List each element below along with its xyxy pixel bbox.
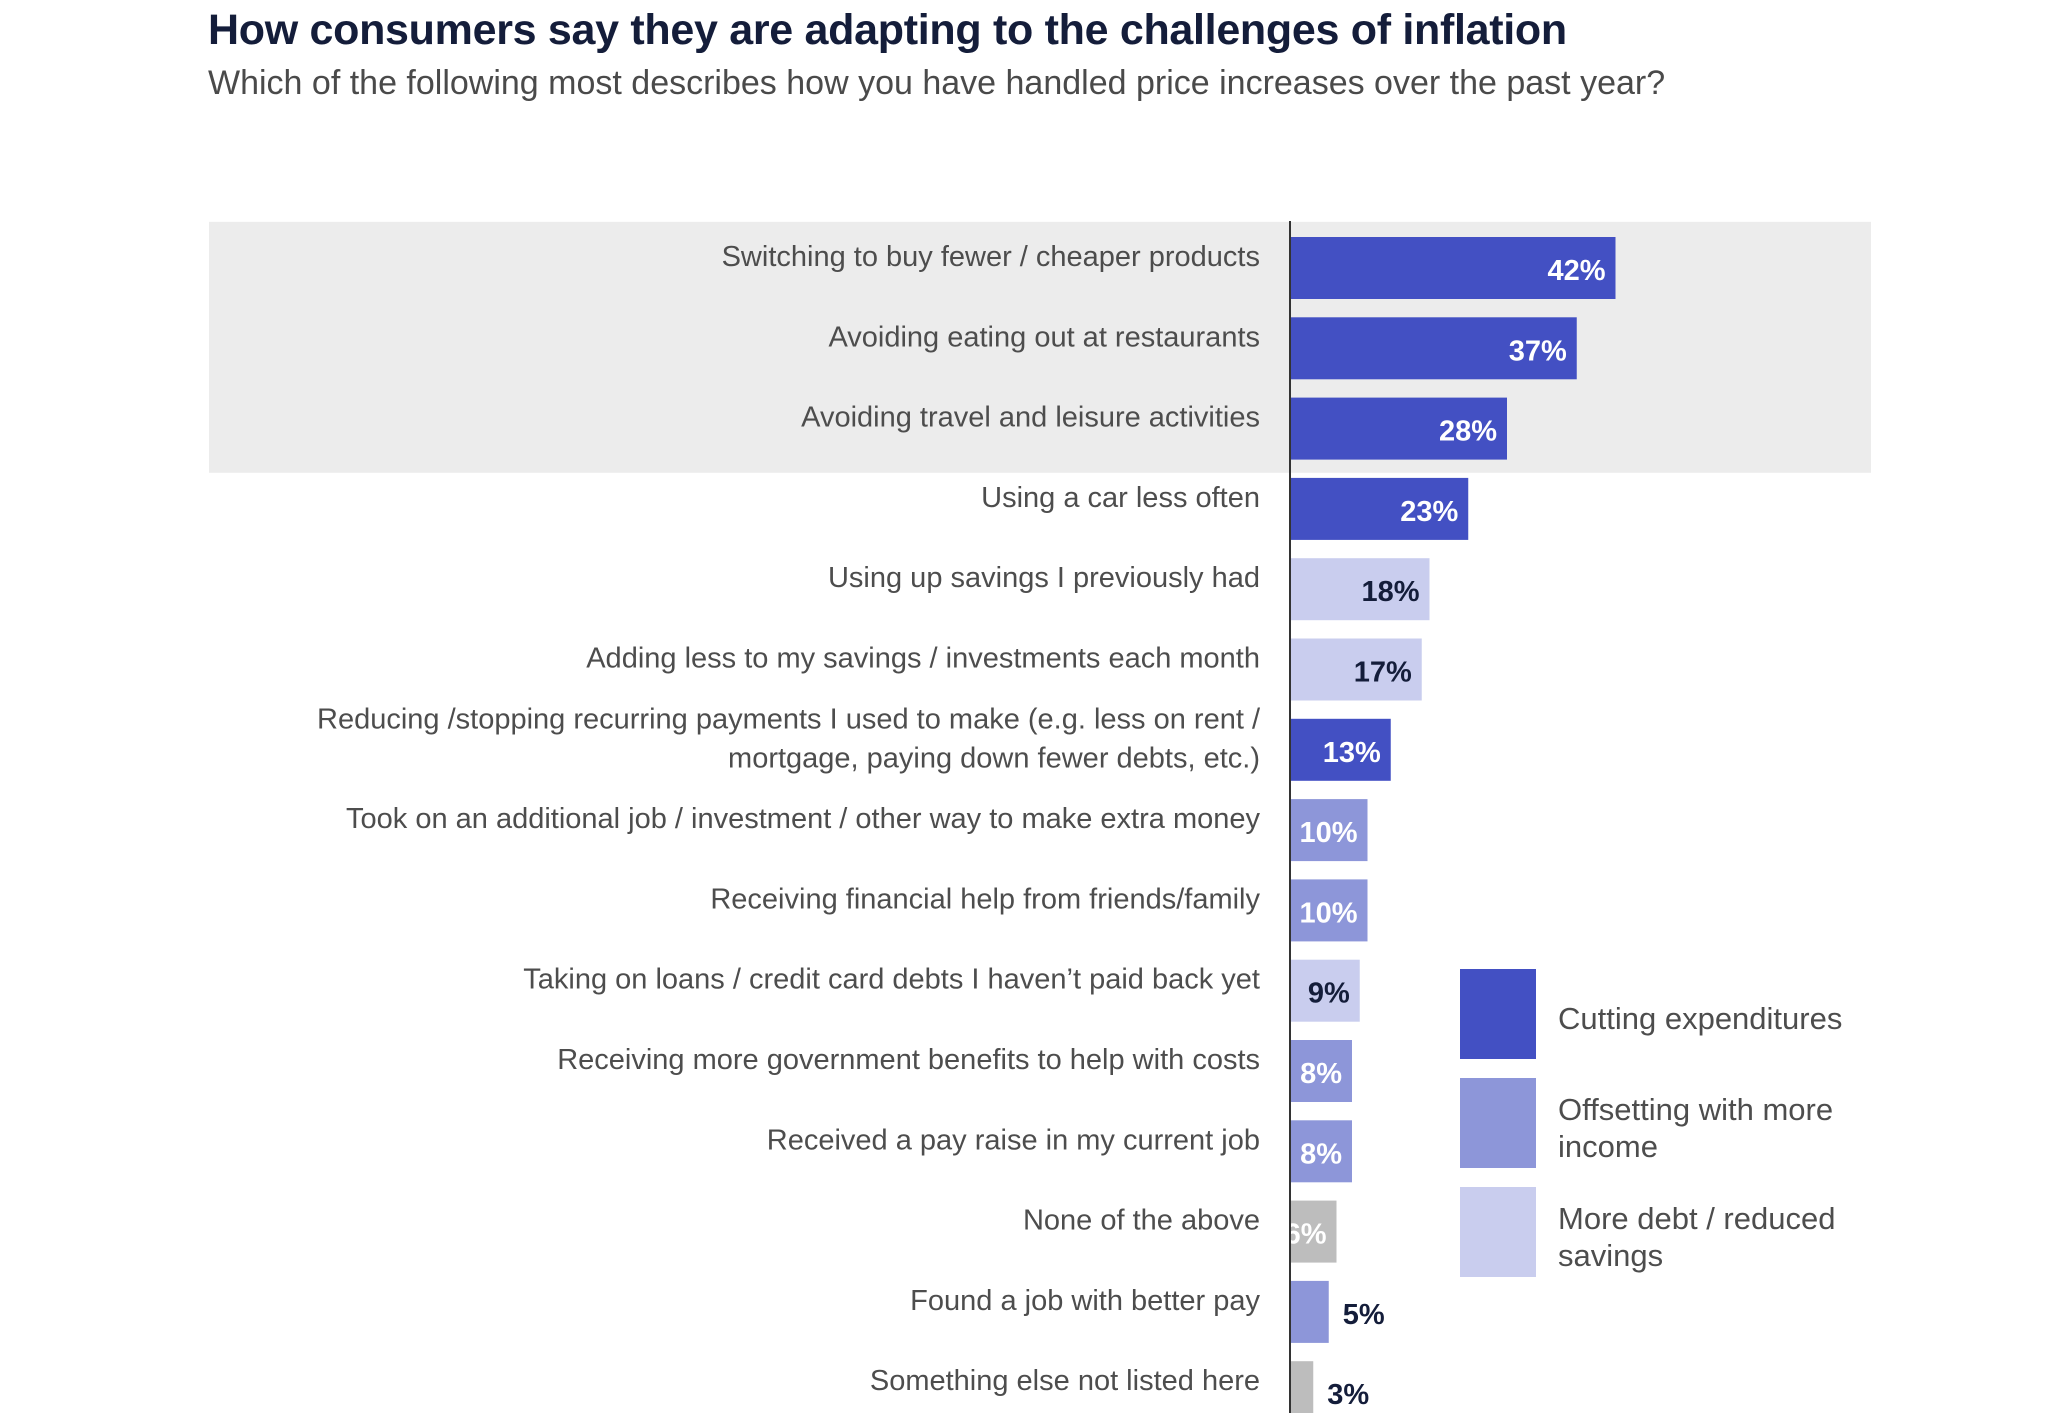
bar-7: [1290, 718, 1391, 781]
value-label-15: 3%: [1327, 1379, 1369, 1411]
category-label-13: None of the above: [1023, 1205, 1260, 1237]
category-label-10: Taking on loans / credit card debts I ha…: [523, 964, 1260, 996]
bar-9: [1290, 879, 1368, 942]
value-label-10: 9%: [1308, 978, 1350, 1010]
bar-4: [1290, 477, 1469, 540]
bar-6: [1290, 638, 1422, 701]
bar-3: [1290, 397, 1507, 460]
value-label-8: 10%: [1299, 817, 1357, 849]
category-label-6: Adding less to my savings / investments …: [586, 643, 1260, 675]
category-label-7: Reducing /stopping recurring payments I …: [317, 703, 1261, 774]
value-label-2: 37%: [1509, 335, 1567, 367]
bar-8: [1290, 799, 1368, 862]
category-label-2: Avoiding eating out at restaurants: [828, 321, 1260, 353]
value-label-7: 13%: [1323, 737, 1381, 769]
value-label-3: 28%: [1439, 416, 1497, 448]
category-label-12: Received a pay raise in my current job: [767, 1124, 1260, 1156]
value-label-6: 17%: [1354, 657, 1412, 689]
value-label-14: 5%: [1343, 1299, 1385, 1331]
legend-label-cutting: Cutting expenditures: [1558, 1001, 1842, 1036]
category-label-14: Found a job with better pay: [910, 1285, 1260, 1317]
legend-swatch-offsetting: [1460, 1078, 1536, 1168]
value-label-11: 8%: [1300, 1058, 1342, 1090]
category-label-3: Avoiding travel and leisure activities: [801, 402, 1260, 434]
value-label-1: 42%: [1547, 255, 1605, 287]
category-label-15: Something else not listed here: [870, 1365, 1260, 1397]
legend-swatch-debt: [1460, 1187, 1536, 1277]
legend-swatch-cutting: [1460, 969, 1536, 1059]
bar-13: [1290, 1200, 1337, 1263]
category-label-9: Receiving financial help from friends/fa…: [710, 883, 1260, 915]
chart-subtitle: Which of the following most describes ho…: [208, 64, 1666, 102]
value-label-5: 18%: [1361, 576, 1419, 608]
bar-15: [1290, 1361, 1314, 1413]
bar-5: [1290, 558, 1430, 621]
value-label-13: 6%: [1285, 1219, 1327, 1251]
legend-label-offsetting: Offsetting with more income: [1558, 1092, 1833, 1164]
category-label-4: Using a car less often: [981, 482, 1260, 514]
bar-1: [1290, 237, 1616, 299]
category-label-1: Switching to buy fewer / cheaper product…: [722, 241, 1260, 273]
chart-title: How consumers say they are adapting to t…: [208, 6, 1567, 54]
legend-label-debt: More debt / reduced savings: [1558, 1201, 1835, 1273]
bar-2: [1290, 317, 1577, 380]
category-label-11: Receiving more government benefits to he…: [557, 1044, 1260, 1076]
category-label-8: Took on an additional job / investment /…: [346, 803, 1260, 835]
bar-12: [1290, 1120, 1352, 1183]
value-label-4: 23%: [1400, 496, 1458, 528]
bar-14: [1290, 1280, 1329, 1343]
category-label-5: Using up savings I previously had: [828, 562, 1260, 594]
bar-11: [1290, 1040, 1352, 1102]
value-label-9: 10%: [1299, 897, 1357, 929]
value-label-12: 8%: [1300, 1138, 1342, 1170]
bar-10: [1290, 959, 1360, 1022]
